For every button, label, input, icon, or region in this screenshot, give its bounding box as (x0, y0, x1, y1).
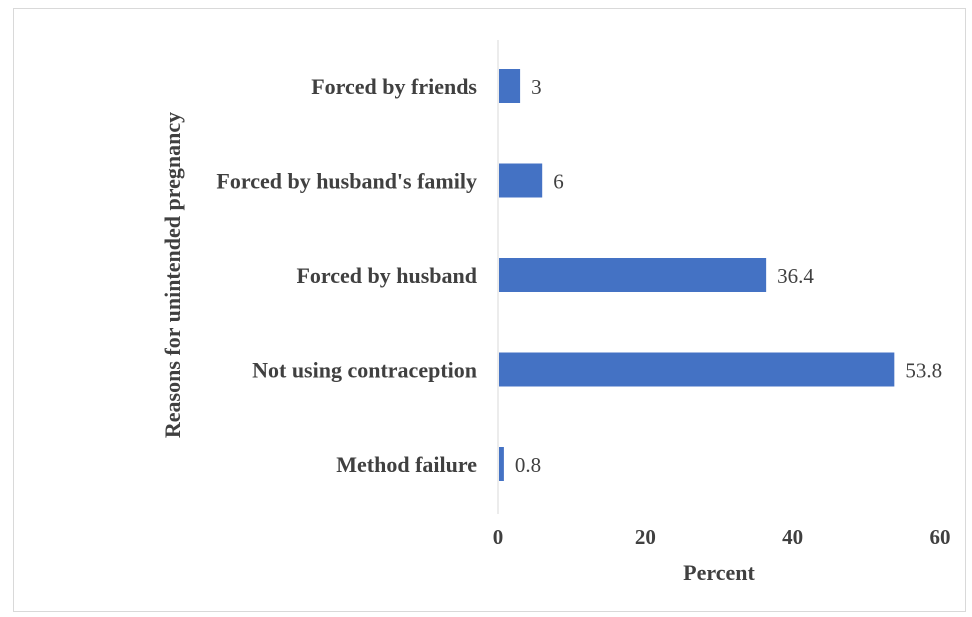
bar-forced-by-husband (499, 258, 766, 292)
category-label: Forced by husband (296, 263, 477, 288)
category-label: Method failure (336, 452, 477, 477)
x-tick-labels-group: 0 20 40 60 (493, 525, 951, 549)
data-label: 0.8 (515, 453, 541, 477)
x-tick-label: 20 (635, 525, 656, 549)
category-label: Forced by friends (311, 74, 477, 99)
data-label: 53.8 (905, 359, 942, 383)
x-tick-label: 40 (782, 525, 803, 549)
bar-forced-by-friends (499, 69, 520, 103)
bar-not-using-contraception (499, 353, 894, 387)
bars-group (499, 69, 894, 481)
y-axis-title: Reasons for unintended pregnancy (160, 112, 185, 438)
bar-method-failure (499, 447, 504, 481)
bar-forced-by-husband-s-family (499, 164, 542, 198)
category-label: Not using contraception (252, 358, 477, 383)
category-labels-group: Method failure Not using contraception For… (216, 74, 477, 477)
x-tick-label: 60 (930, 525, 951, 549)
x-axis-title: Percent (683, 560, 755, 585)
category-label: Forced by husband's family (216, 169, 477, 194)
x-tick-label: 0 (493, 525, 504, 549)
data-label: 6 (553, 170, 564, 194)
data-label: 36.4 (777, 264, 814, 288)
data-label: 3 (531, 75, 542, 99)
